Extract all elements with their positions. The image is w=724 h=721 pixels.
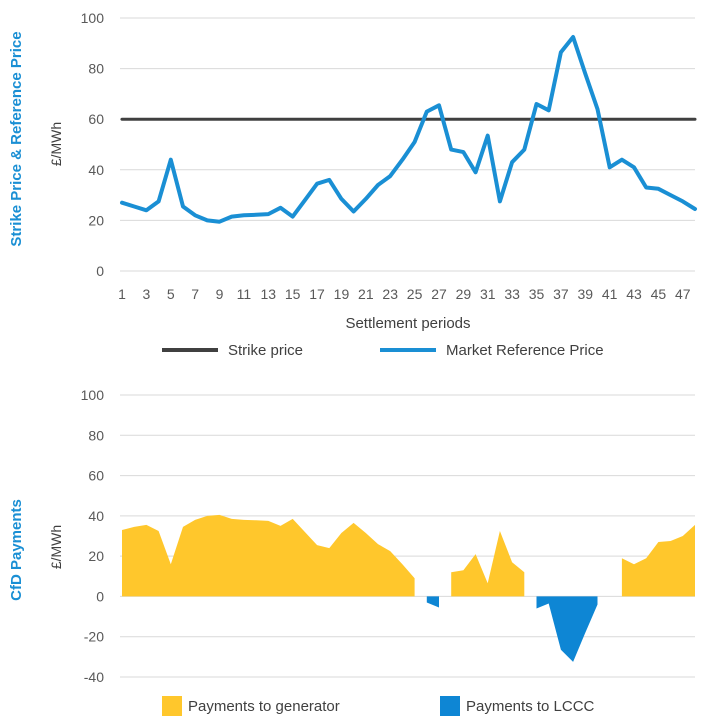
x-tick-label: 21: [358, 286, 374, 302]
x-tick-label: 43: [626, 286, 642, 302]
x-tick-label: 17: [309, 286, 325, 302]
x-tick-label: 29: [456, 286, 472, 302]
y-tick-label: 0: [96, 263, 104, 279]
legend-label-strike-price: Strike price: [228, 342, 303, 359]
price-chart-x-axis-title: Settlement periods: [345, 315, 470, 332]
series-area-payments-to-lccc: [536, 596, 598, 662]
price-chart-series: [120, 35, 697, 224]
legend-swatch-payments-to-lccc: [440, 696, 460, 716]
x-tick-label: 19: [334, 286, 350, 302]
y-tick-label: 60: [88, 111, 104, 127]
x-tick-label: 5: [167, 286, 175, 302]
legend-label-payments-to-lccc: Payments to LCCC: [466, 698, 595, 715]
legend-swatch-payments-to-generator: [162, 696, 182, 716]
x-tick-label: 11: [237, 286, 252, 302]
x-tick-label: 37: [553, 286, 569, 302]
x-tick-label: 9: [216, 286, 224, 302]
y-tick-label: 20: [88, 212, 104, 228]
x-tick-label: 27: [431, 286, 447, 302]
y-tick-label: 40: [88, 162, 104, 178]
y-tick-label: 80: [88, 61, 104, 77]
payments-chart: -40 -20 0 20 40 60 80 100 CfD Payments £/MWh Pa…: [8, 387, 695, 716]
y-tick-label: 20: [88, 548, 104, 564]
legend-label-market-reference-price: Market Reference Price: [446, 342, 604, 359]
x-tick-label: 31: [480, 286, 496, 302]
price-chart-x-ticks: 1 3 5 7 9 11 13 15 17 19 21 23 25 27 29 31 33 35 37 39 41 43 4…: [118, 286, 691, 302]
y-tick-label: 80: [88, 427, 104, 443]
series-line-market-reference-price: [120, 35, 697, 224]
y-tick-label: 60: [88, 468, 104, 484]
y-tick-label: 0: [96, 588, 104, 604]
legend-label-payments-to-generator: Payments to generator: [188, 698, 340, 715]
price-chart-y-axis-title: Strike Price & Reference Price: [8, 31, 25, 246]
x-tick-label: 3: [142, 286, 150, 302]
x-tick-label: 33: [504, 286, 520, 302]
x-tick-label: 1: [118, 286, 126, 302]
payments-chart-unit-label: £/MWh: [48, 525, 64, 569]
series-area-payments-to-generator: [122, 514, 415, 597]
y-tick-label: 100: [81, 10, 105, 26]
series-area-payments-to-generator: [451, 531, 525, 597]
price-chart-unit-label: £/MWh: [48, 122, 64, 166]
x-tick-label: 39: [577, 286, 593, 302]
x-tick-label: 45: [651, 286, 667, 302]
price-chart-y-ticks: 0 20 40 60 80 100: [81, 10, 105, 279]
x-tick-label: 15: [285, 286, 301, 302]
x-tick-label: 23: [382, 286, 398, 302]
payments-chart-legend: Payments to generator Payments to LCCC: [162, 696, 595, 716]
x-tick-label: 13: [261, 286, 277, 302]
payments-chart-series: [122, 514, 695, 662]
price-chart-gridlines: [120, 17, 695, 272]
y-tick-label: 100: [81, 387, 105, 403]
x-tick-label: 47: [675, 286, 691, 302]
x-tick-label: 25: [407, 286, 423, 302]
x-tick-label: 41: [602, 286, 618, 302]
y-tick-label: -40: [84, 669, 104, 685]
x-tick-label: 7: [191, 286, 199, 302]
payments-chart-y-axis-title: CfD Payments: [8, 499, 25, 601]
y-tick-label: -20: [84, 629, 104, 645]
payments-chart-y-ticks: -40 -20 0 20 40 60 80 100: [81, 387, 105, 685]
x-tick-label: 35: [529, 286, 545, 302]
price-chart-legend: Strike price Market Reference Price: [162, 342, 604, 359]
series-area-payments-to-lccc: [426, 596, 439, 608]
y-tick-label: 40: [88, 508, 104, 524]
series-area-payments-to-generator: [621, 524, 695, 597]
